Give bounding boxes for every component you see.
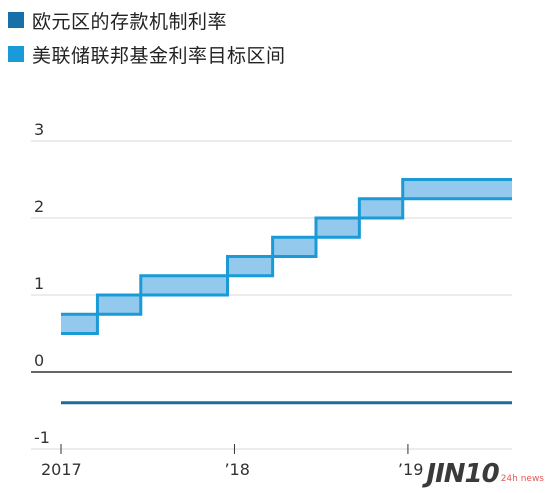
x-tick-label-1: ’18 xyxy=(224,460,249,479)
jin10-watermark-logo: JIN10 24h news xyxy=(426,459,544,489)
fed-band-step-2 xyxy=(140,275,228,295)
fed-upper-bound-line xyxy=(61,178,512,316)
legend-label-ecb: 欧元区的存款机制利率 xyxy=(32,10,228,33)
fed-band-step-6 xyxy=(359,198,403,218)
fed-band-step-3 xyxy=(227,256,273,276)
y-tick-label-4: -1 xyxy=(34,428,50,447)
fed-band-step-1 xyxy=(97,295,141,315)
legend-swatch-ecb xyxy=(8,12,24,28)
x-tick-label-2: ’19 xyxy=(398,460,423,479)
legend-item-ecb-rate: 欧元区的存款机制利率 xyxy=(8,6,286,34)
y-tick-label-1: 2 xyxy=(34,197,44,216)
fed-band-step-4 xyxy=(272,237,316,257)
y-tick-label-2: 1 xyxy=(34,274,44,293)
x-tick-label-0: 2017 xyxy=(41,460,82,479)
y-tick-label-3: 0 xyxy=(34,351,44,370)
fed-band-step-5 xyxy=(315,218,360,238)
legend-label-fed: 美联储联邦基金利率目标区间 xyxy=(32,44,286,67)
watermark-side-text: 24h news xyxy=(500,474,544,485)
series-layer xyxy=(61,178,512,405)
axis-layer: 3 2 1 0 -1 2017 ’18 ’19 xyxy=(34,120,423,479)
y-tick-label-0: 3 xyxy=(34,120,44,139)
fed-band-step-0 xyxy=(61,314,98,334)
legend-item-fed-range: 美联储联邦基金利率目标区间 xyxy=(8,40,286,68)
fed-band-step-7 xyxy=(402,179,512,199)
watermark-main-text: JIN10 xyxy=(426,459,499,489)
fed-lower-bound-line xyxy=(61,197,512,335)
legend-swatch-fed xyxy=(8,46,24,62)
chart-legend: 欧元区的存款机制利率 美联储联邦基金利率目标区间 xyxy=(8,6,286,74)
